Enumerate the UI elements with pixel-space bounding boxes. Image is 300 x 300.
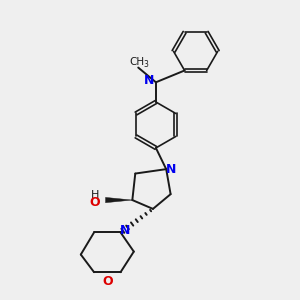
Text: O: O <box>102 274 112 287</box>
Text: O: O <box>89 196 100 209</box>
Text: CH: CH <box>129 57 144 67</box>
Text: N: N <box>166 163 176 176</box>
Text: 3: 3 <box>144 59 148 68</box>
Text: N: N <box>144 74 154 87</box>
Text: H: H <box>91 190 99 200</box>
Polygon shape <box>106 197 132 203</box>
Text: N: N <box>120 224 130 237</box>
